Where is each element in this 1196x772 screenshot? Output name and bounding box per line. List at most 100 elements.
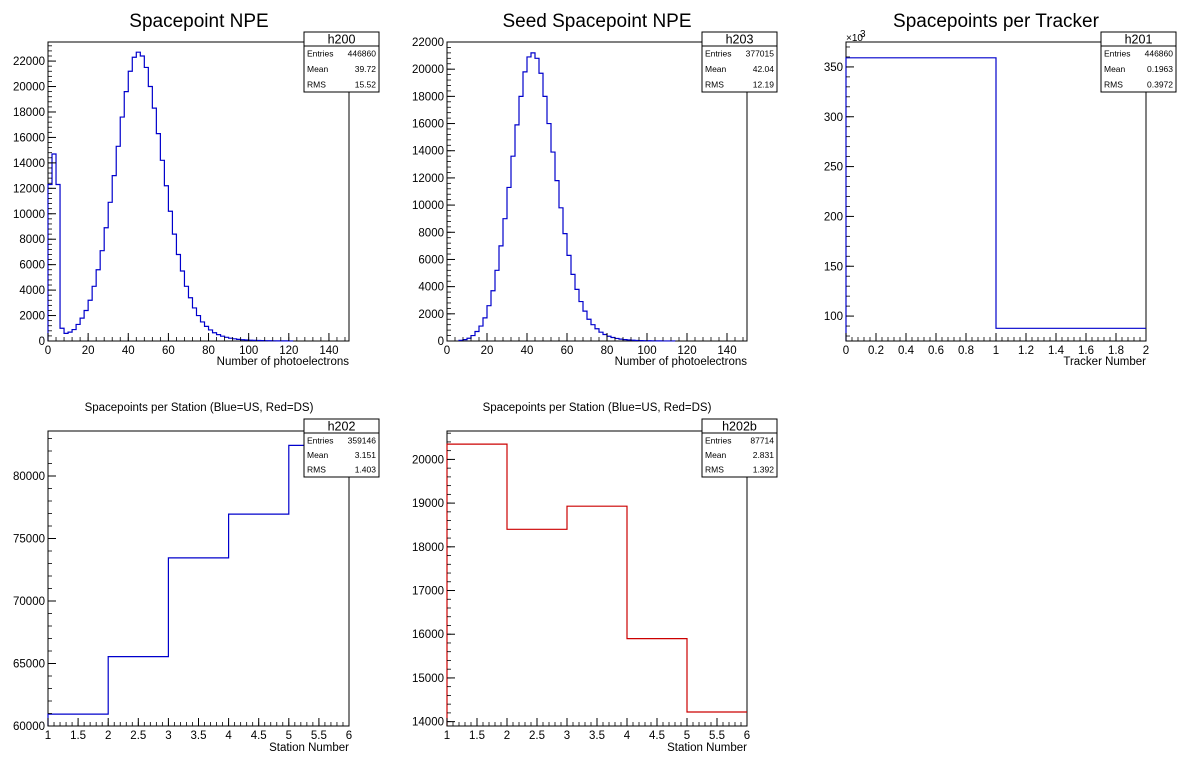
x-tick-label: 1	[993, 345, 999, 357]
histogram-bin	[168, 558, 228, 726]
y-tick-label: 2000	[418, 309, 444, 321]
histogram-bin	[221, 336, 225, 341]
histogram-bin	[152, 108, 156, 341]
y-tick-label: 20000	[412, 454, 444, 466]
histogram-bin	[116, 146, 120, 341]
y-tick-label: 6000	[418, 254, 444, 266]
chart-h202: Spacepoints per Station (Blue=US, Red=DS…	[13, 402, 380, 754]
histogram-bin	[136, 52, 140, 341]
y-tick-label: 17000	[412, 586, 444, 598]
y-tick-label: 200	[824, 211, 843, 223]
histogram-bin	[623, 340, 627, 341]
histogram-bin	[627, 639, 687, 726]
y-tick-label: 2000	[19, 311, 45, 323]
x-tick-label: 2	[504, 730, 510, 742]
x-tick-label: 120	[279, 345, 298, 357]
histogram-bin	[289, 445, 349, 726]
histogram-series	[845, 57, 1146, 341]
stats-label: Entries	[705, 49, 731, 59]
y-tick-label: 8000	[19, 234, 45, 246]
histogram-bin	[100, 251, 104, 341]
histogram-bin	[160, 160, 164, 341]
histogram-bin	[209, 330, 213, 341]
stats-label: Mean	[307, 64, 329, 74]
y-tick-label: 18000	[13, 107, 45, 119]
histogram-series	[47, 51, 294, 342]
stats-box-frame	[303, 31, 380, 93]
histogram-bin	[635, 340, 639, 341]
histogram-bin	[84, 310, 88, 341]
y-tick-label: 0	[39, 336, 45, 348]
stats-histogram-name: h202b	[722, 420, 757, 434]
stats-label: RMS	[307, 79, 326, 89]
y-tick-label: 16000	[13, 132, 45, 144]
histogram-bin	[237, 339, 241, 341]
x-tick-label: 5.5	[311, 730, 327, 742]
histogram-bin	[76, 324, 80, 341]
stats-value: 15.52	[355, 79, 377, 89]
plot-frame	[446, 41, 748, 342]
x-tick-label: 120	[677, 345, 696, 357]
x-tick-label: 3	[564, 730, 570, 742]
histogram-bin	[128, 71, 132, 341]
stats-histogram-name: h201	[1125, 33, 1153, 47]
y-tick-label: 16000	[412, 119, 444, 131]
histogram-bin	[447, 444, 507, 726]
y-tick-label: 14000	[412, 146, 444, 158]
stats-value: 446860	[348, 49, 377, 59]
histogram-bin	[112, 176, 116, 341]
histogram-bin	[495, 270, 499, 341]
histogram-bin	[124, 92, 128, 341]
histogram-bin	[68, 332, 72, 341]
histogram-bin	[591, 325, 595, 341]
histogram-bin	[603, 334, 607, 341]
x-tick-label: 20	[481, 345, 494, 357]
x-tick-label: 1.8	[1108, 345, 1124, 357]
chart-title: Spacepoints per Station (Blue=US, Red=DS…	[483, 402, 712, 414]
histogram-bin	[205, 326, 209, 341]
chart-title: Spacepoint NPE	[129, 11, 268, 32]
stats-value: 2.831	[753, 450, 775, 460]
stats-label: Entries	[307, 435, 333, 445]
histogram-bin	[463, 340, 467, 341]
x-tick-label: 20	[82, 345, 95, 357]
histogram-bin	[627, 340, 631, 341]
stats-label: Mean	[705, 64, 727, 74]
x-tick-label: 60	[561, 345, 574, 357]
histogram-bin	[60, 328, 64, 341]
histogram-bin	[164, 186, 168, 341]
histogram-bin	[104, 228, 108, 341]
x-tick-label: 1.4	[1048, 345, 1065, 357]
x-axis-label: Station Number	[269, 742, 349, 754]
stats-value: 359146	[348, 435, 377, 445]
histogram-bin	[499, 246, 503, 341]
y-tick-label: 100	[824, 311, 843, 323]
y-tick-label: 15000	[412, 673, 444, 685]
stats-box: h201 Entries 446860 Mean 0.1963 RMS 0.3972	[1100, 31, 1177, 93]
histogram-bin	[567, 255, 571, 341]
stats-value: 1.392	[753, 465, 775, 475]
histogram-bin	[52, 154, 56, 341]
stats-label: Entries	[1104, 49, 1130, 59]
histogram-bin	[475, 331, 479, 341]
x-tick-label: 1.2	[1018, 345, 1034, 357]
x-tick-label: 1	[45, 730, 51, 742]
x-tick-label: 2	[1143, 345, 1149, 357]
stats-label: RMS	[1104, 79, 1123, 89]
x-tick-label: 1.5	[469, 730, 485, 742]
histogram-bin	[471, 336, 475, 341]
histogram-bin	[583, 311, 587, 341]
y-tick-label: 6000	[19, 260, 45, 272]
histogram-bin	[631, 340, 635, 341]
histogram-bin	[168, 211, 172, 341]
x-tick-label: 6	[744, 730, 750, 742]
stats-box-frame	[701, 31, 778, 93]
stats-value: 87714	[750, 435, 774, 445]
histogram-bin	[64, 333, 68, 341]
histogram-bin	[555, 181, 559, 341]
stats-label: RMS	[307, 465, 326, 475]
histogram-bin	[575, 289, 579, 341]
histogram-bin	[559, 208, 563, 341]
